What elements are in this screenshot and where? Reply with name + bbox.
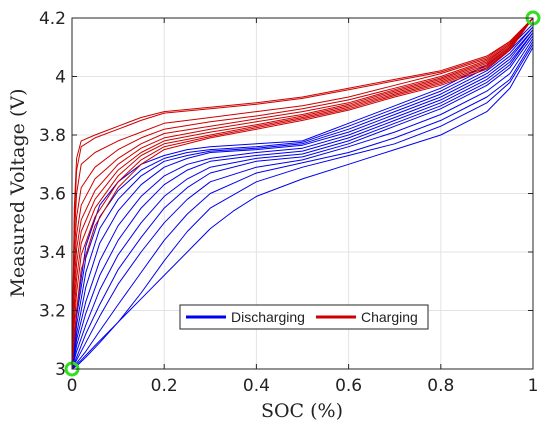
series-line-charging-4 xyxy=(71,17,534,370)
x-tick-label: 1 xyxy=(528,376,539,396)
y-tick-label: 4 xyxy=(55,68,66,88)
grid-lines xyxy=(71,17,534,370)
y-axis-title: Measured Voltage (V) xyxy=(7,89,29,298)
series-line-charging-9 xyxy=(71,17,534,370)
series-line-charging-3 xyxy=(71,17,534,370)
legend-charging-label: Charging xyxy=(361,309,418,325)
series-line-discharging-7 xyxy=(71,32,534,370)
y-tick-label: 3.4 xyxy=(39,243,66,263)
series-line-charging-8 xyxy=(71,17,534,370)
series-line-charging-2 xyxy=(71,17,534,370)
y-tick-labels: 3 3.2 3.4 3.6 3.8 4 4.2 xyxy=(39,9,66,380)
x-tick-label: 0.8 xyxy=(427,376,454,396)
x-tick-label: 0.2 xyxy=(151,376,178,396)
legend-discharging-label: Discharging xyxy=(231,309,305,325)
series-line-discharging-8 xyxy=(71,35,534,370)
y-tick-label: 3.8 xyxy=(39,126,66,146)
tick-marks xyxy=(71,17,534,370)
x-tick-labels: 0 0.2 0.4 0.6 0.8 1 xyxy=(67,376,539,396)
x-tick-label: 0.6 xyxy=(335,376,362,396)
y-tick-label: 3.2 xyxy=(39,302,66,322)
series-line-discharging-10 xyxy=(71,41,534,370)
series-line-discharging-2 xyxy=(71,26,534,370)
series-line-discharging-9 xyxy=(71,38,534,370)
series-line-discharging-3 xyxy=(71,26,534,370)
legend: Discharging Charging xyxy=(179,304,429,330)
y-tick-label: 4.2 xyxy=(39,9,66,29)
x-axis-title: SOC (%) xyxy=(261,400,343,422)
series-line-discharging-4 xyxy=(71,29,534,370)
series-line-charging-10 xyxy=(71,17,534,370)
series-line-discharging-12 xyxy=(71,47,534,370)
series-line-discharging-6 xyxy=(71,32,534,370)
series-lines xyxy=(71,17,534,370)
y-tick-label: 3 xyxy=(55,360,66,380)
x-tick-label: 0 xyxy=(67,376,78,396)
x-tick-label: 0.4 xyxy=(243,376,270,396)
series-line-discharging-5 xyxy=(71,29,534,370)
series-line-charging-6 xyxy=(71,17,534,370)
series-line-charging-5 xyxy=(71,17,534,370)
y-tick-label: 3.6 xyxy=(39,185,66,205)
series-line-discharging-11 xyxy=(71,44,534,370)
series-line-charging-1 xyxy=(71,17,534,370)
series-line-charging-7 xyxy=(71,17,534,370)
